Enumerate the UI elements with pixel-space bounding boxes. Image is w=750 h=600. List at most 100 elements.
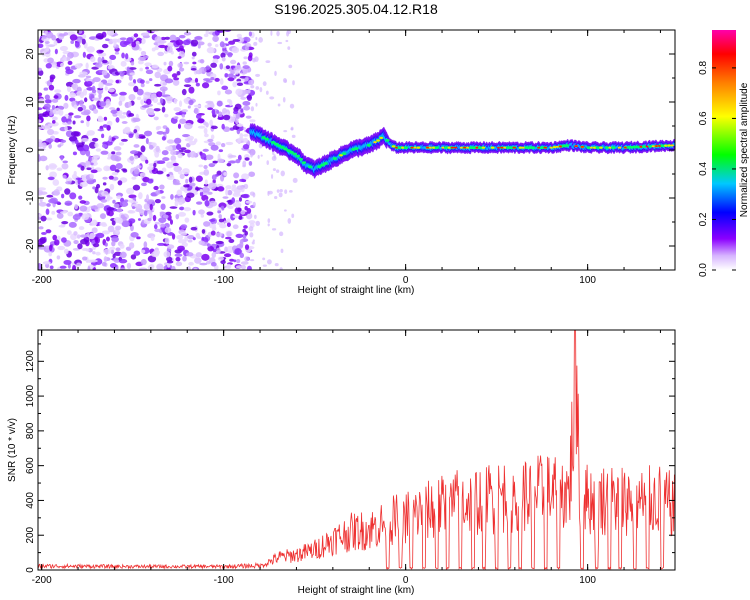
ridge-highlight xyxy=(298,158,304,161)
noise-blob xyxy=(210,230,216,236)
noise-blob xyxy=(140,249,146,254)
noise-blob xyxy=(206,191,213,195)
noise-blob xyxy=(244,206,248,211)
noise-blob xyxy=(39,236,46,244)
noise-blob xyxy=(241,264,247,270)
noise-blob xyxy=(214,77,220,82)
noise-blob xyxy=(79,181,88,188)
noise-blob xyxy=(102,124,108,128)
noise-blob xyxy=(186,192,195,198)
noise-blob xyxy=(192,237,196,241)
ridge-highlight xyxy=(608,146,613,149)
noise-blob xyxy=(46,203,51,207)
noise-blob xyxy=(240,96,247,100)
noise-blob xyxy=(95,232,105,239)
noise-blob xyxy=(85,160,91,166)
ridge-highlight xyxy=(413,146,418,149)
noise-blob xyxy=(240,209,246,215)
noise-blob xyxy=(118,100,123,106)
noise-blob xyxy=(121,52,125,59)
noise-blob xyxy=(141,182,147,187)
noise-blob xyxy=(181,113,186,118)
snr-background xyxy=(38,330,675,570)
noise-blob xyxy=(105,38,110,42)
noise-blob xyxy=(173,166,183,173)
noise-blob xyxy=(258,36,263,43)
noise-blob xyxy=(147,265,153,270)
noise-blob xyxy=(207,245,214,252)
noise-blob xyxy=(82,88,88,96)
noise-blob xyxy=(272,168,277,172)
noise-blob xyxy=(154,83,162,87)
noise-blob xyxy=(166,260,174,264)
noise-blob xyxy=(38,92,43,97)
noise-blob xyxy=(74,63,82,69)
noise-blob xyxy=(248,220,256,224)
noise-blob xyxy=(138,267,148,270)
noise-blob xyxy=(246,265,252,270)
ridge-highlight xyxy=(505,146,511,150)
noise-blob xyxy=(243,137,249,143)
noise-blob xyxy=(144,130,153,137)
noise-blob xyxy=(188,261,194,266)
noise-blob xyxy=(90,162,94,166)
noise-blob xyxy=(195,252,203,258)
noise-blob xyxy=(228,154,237,158)
noise-blob xyxy=(224,89,233,95)
ridge-highlight xyxy=(670,144,674,147)
noise-blob xyxy=(201,253,210,261)
noise-blob xyxy=(111,151,116,155)
noise-blob xyxy=(48,143,53,149)
noise-blob xyxy=(156,91,163,98)
noise-blob xyxy=(170,194,174,200)
noise-blob xyxy=(178,170,183,175)
noise-blob xyxy=(243,56,248,60)
noise-blob xyxy=(239,252,245,259)
ridge-highlight xyxy=(428,146,433,149)
noise-blob xyxy=(284,189,288,194)
noise-blob xyxy=(262,257,266,261)
noise-blob xyxy=(122,112,127,115)
noise-blob xyxy=(242,164,246,168)
noise-blob xyxy=(38,113,47,117)
noise-blob xyxy=(128,74,133,81)
noise-blob xyxy=(173,98,178,105)
noise-blob xyxy=(245,89,249,94)
noise-blob xyxy=(126,262,132,270)
noise-blob xyxy=(139,79,145,84)
ridge-highlight xyxy=(289,150,294,154)
noise-blob xyxy=(216,100,223,107)
noise-blob xyxy=(205,30,209,35)
noise-blob xyxy=(103,248,112,255)
noise-blob xyxy=(128,133,134,139)
noise-blob xyxy=(169,219,174,225)
noise-blob xyxy=(121,220,130,228)
noise-blob xyxy=(178,50,185,58)
noise-blob xyxy=(106,30,115,36)
noise-blob xyxy=(292,177,298,183)
noise-blob xyxy=(248,171,256,177)
ridge-highlight xyxy=(604,146,610,150)
noise-blob xyxy=(156,170,164,175)
noise-blob xyxy=(115,117,120,123)
noise-blob xyxy=(136,96,142,101)
noise-blob xyxy=(44,40,50,45)
noise-blob xyxy=(128,94,136,101)
noise-blob xyxy=(161,150,169,156)
noise-blob xyxy=(176,189,183,197)
noise-blob xyxy=(54,89,62,93)
noise-blob xyxy=(226,231,232,237)
noise-blob xyxy=(182,133,191,138)
noise-blob xyxy=(179,206,185,211)
noise-blob xyxy=(166,244,175,249)
noise-blob xyxy=(239,132,244,139)
noise-blob xyxy=(127,101,132,108)
noise-blob xyxy=(171,144,177,151)
noise-blob xyxy=(175,214,180,220)
noise-blob xyxy=(266,160,269,166)
noise-blob xyxy=(62,174,67,179)
noise-blob xyxy=(234,248,242,256)
noise-blob xyxy=(51,98,59,103)
